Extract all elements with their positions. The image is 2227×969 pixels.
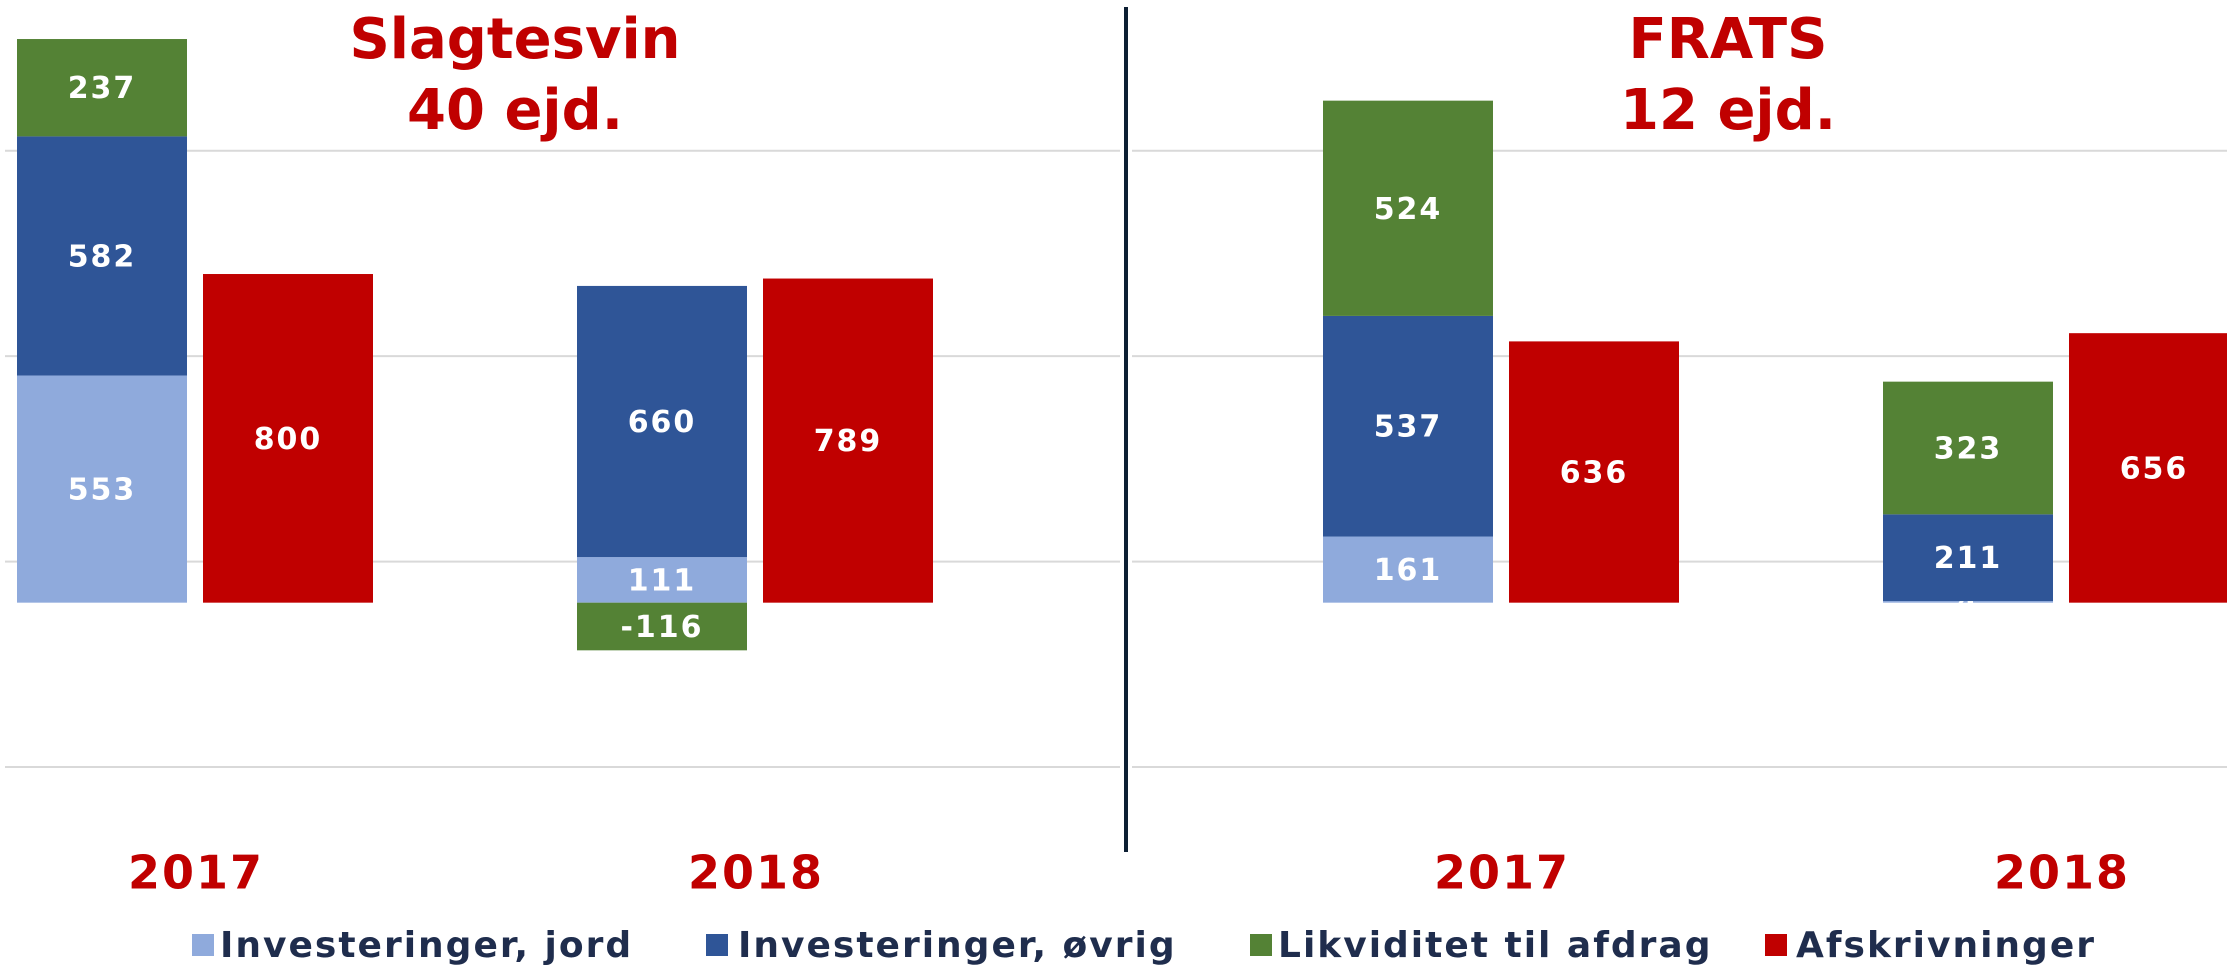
data-label: 660 xyxy=(628,405,697,440)
grid xyxy=(5,149,2227,768)
x-tick-label: 2017 xyxy=(1434,846,1570,900)
legend-swatch xyxy=(1765,934,1787,956)
chart-subtitle: 12 ejd. xyxy=(1620,78,1836,143)
data-label: 656 xyxy=(2120,451,2189,486)
bar: Afskrivninger xyxy=(1509,341,1679,603)
bar-group: Likviditet til afdrag524 xyxy=(1323,100,1493,316)
bar: Likviditet til afdrag xyxy=(1323,100,1493,316)
legend-label: Likviditet til afdrag xyxy=(1278,925,1712,966)
bar: Afskrivninger xyxy=(2069,333,2227,603)
x-tick-label: 2018 xyxy=(688,846,824,900)
bar-group: Investeringer, øvrig211 xyxy=(1883,514,2053,602)
data-label: 323 xyxy=(1934,431,2003,466)
bar: Investeringer, jord xyxy=(1323,536,1493,603)
bar-group: Afskrivninger789 xyxy=(763,278,933,603)
data-label: 211 xyxy=(1934,541,2003,576)
bar: Investeringer, jord xyxy=(1883,601,2053,603)
data-label: 789 xyxy=(814,424,883,459)
x-tick-label: 2018 xyxy=(1994,846,2130,900)
bar-group: Likviditet til afdrag237 xyxy=(17,39,187,137)
bar-group: Investeringer, øvrig660 xyxy=(577,285,747,558)
chart-title: FRATS xyxy=(1629,7,1828,72)
bar-group: Investeringer, jord553 xyxy=(17,375,187,603)
bar-group: Afskrivninger656 xyxy=(2069,333,2227,603)
data-label: -116 xyxy=(620,610,703,645)
data-label: 800 xyxy=(254,422,323,457)
bar: Investeringer, jord xyxy=(577,557,747,603)
chart-subtitle: 40 ejd. xyxy=(407,78,623,143)
data-label: 553 xyxy=(68,473,137,508)
bar: Likviditet til afdrag xyxy=(17,39,187,137)
bar-group: Investeringer, øvrig537 xyxy=(1323,315,1493,537)
data-label: 537 xyxy=(1374,410,1443,445)
bar: Investeringer, øvrig xyxy=(1323,315,1493,537)
bar-group: Likviditet til afdrag323 xyxy=(1883,381,2053,515)
bar-group: Investeringer, jord161 xyxy=(1323,536,1493,603)
bar: Investeringer, jord xyxy=(17,375,187,603)
bar-group: Likviditet til afdrag-116 xyxy=(577,602,747,651)
data-label: 636 xyxy=(1560,456,1629,491)
bar-group: Investeringer, jord111 xyxy=(577,557,747,603)
bar-group: Investeringer, øvrig582 xyxy=(17,136,187,376)
legend-swatch xyxy=(192,934,214,956)
bar: Investeringer, øvrig xyxy=(17,136,187,376)
data-label: 237 xyxy=(68,71,137,106)
bar: Afskrivninger xyxy=(763,278,933,603)
x-tick-label: 2017 xyxy=(128,846,264,900)
bar: Likviditet til afdrag xyxy=(1883,381,2053,515)
bar: Investeringer, øvrig xyxy=(577,285,747,558)
bar: Likviditet til afdrag xyxy=(577,602,747,651)
legend-swatch xyxy=(1250,934,1272,956)
legend-label: Afskrivninger xyxy=(1796,925,2096,966)
bar-group: Afskrivninger636 xyxy=(1509,341,1679,603)
bar-group: Afskrivninger800 xyxy=(203,274,373,603)
data-label: 111 xyxy=(628,563,697,598)
data-label: 161 xyxy=(1374,553,1443,588)
chart-title: Slagtesvin xyxy=(349,7,680,72)
bar: Investeringer, øvrig xyxy=(1883,514,2053,602)
bar: Afskrivninger xyxy=(203,274,373,603)
legend-label: Investeringer, jord xyxy=(220,925,633,966)
data-label: 582 xyxy=(68,239,137,274)
legend-label: Investeringer, øvrig xyxy=(738,925,1177,966)
legend-swatch xyxy=(706,934,728,956)
data-label: 524 xyxy=(1374,192,1443,227)
